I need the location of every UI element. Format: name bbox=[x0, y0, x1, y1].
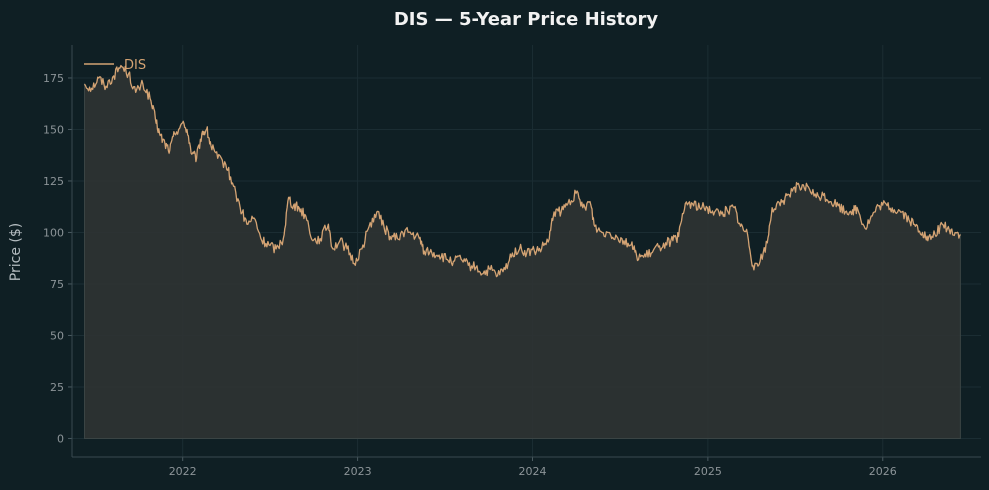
y-tick-label: 100 bbox=[43, 226, 64, 239]
x-tick-label: 2025 bbox=[694, 465, 722, 478]
y-axis-label: Price ($) bbox=[8, 223, 24, 281]
y-tick-label: 175 bbox=[43, 72, 64, 85]
x-tick-label: 2024 bbox=[518, 465, 546, 478]
y-tick-label: 75 bbox=[50, 278, 64, 291]
series-layer bbox=[83, 64, 961, 439]
x-tick-label: 2023 bbox=[344, 465, 372, 478]
tick-labels: 0 25 50 75 100 125 150 175 2022 2023 2024 2025 2026 bbox=[43, 72, 897, 478]
y-tick-label: 50 bbox=[50, 329, 64, 342]
y-tick-label: 0 bbox=[57, 432, 64, 445]
y-tick-label: 125 bbox=[43, 175, 64, 188]
series-line-dis[interactable] bbox=[83, 64, 961, 278]
axes bbox=[68, 45, 981, 461]
legend-label: DIS bbox=[124, 58, 146, 73]
y-tick-label: 150 bbox=[43, 123, 64, 136]
legend[interactable]: DIS bbox=[84, 58, 146, 73]
y-tick-label: 25 bbox=[50, 381, 64, 394]
x-tick-label: 2026 bbox=[869, 465, 897, 478]
x-tick-label: 2022 bbox=[169, 465, 197, 478]
chart-title: DIS — 5-Year Price History bbox=[394, 9, 659, 30]
